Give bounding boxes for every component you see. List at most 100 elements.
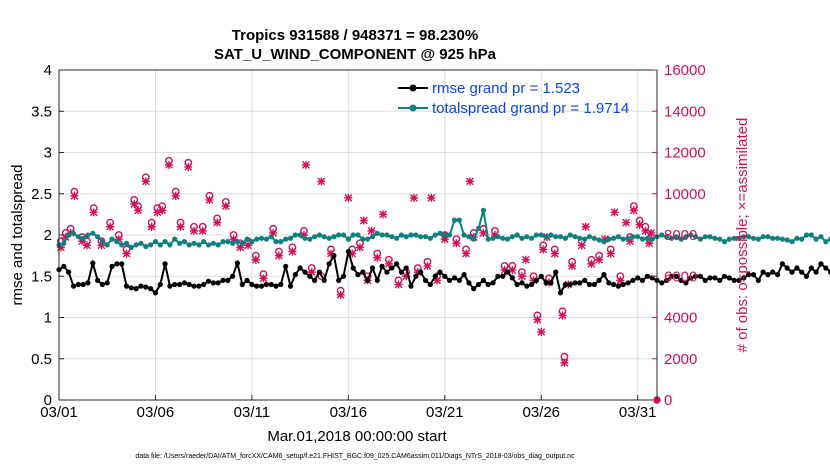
totalspread-point [543,234,549,240]
totalspread-point [408,232,414,238]
totalspread-point [596,237,602,243]
totalspread-point [61,240,67,246]
rmse-point [191,283,197,289]
rmse-point [326,261,332,267]
obs-assimilated-point [367,226,376,235]
rmse-point [138,283,144,289]
rmse-point [95,277,101,283]
totalspread-point [244,236,250,242]
rmse-point [181,280,187,286]
x-axis-label: Mar.01,2018 00:00:00 start [267,428,447,445]
rmse-point [818,261,824,267]
totalspread-point [196,242,202,248]
y-right-tick-label: 0 [664,392,672,409]
rmse-point [524,283,530,289]
totalspread-point [263,236,269,242]
rmse-point [273,283,279,289]
totalspread-point [620,236,626,242]
rmse-point [99,281,105,288]
totalspread-point [379,232,385,238]
totalspread-point [678,236,684,242]
rmse-point [148,286,154,292]
totalspread-point [201,239,207,245]
rmse-point [625,280,631,286]
totalspread-point [717,236,723,242]
obs-assimilated-point [433,276,442,285]
totalspread-point [524,234,530,240]
totalspread-point [70,230,77,236]
totalspread-point [66,232,72,238]
totalspread-point [157,242,163,248]
totalspread-point [741,234,747,240]
rmse-point [702,277,708,283]
totalspread-point [606,236,612,242]
totalspread-point [553,234,559,240]
rmse-point [287,283,294,289]
totalspread-point [210,240,216,246]
totalspread-point [538,232,544,238]
totalspread-point [673,234,679,240]
rmse-point [283,263,289,269]
rmse-point [340,273,347,279]
totalspread-point [456,217,462,223]
rmse-point [808,265,814,271]
obs-assimilated-point [500,266,509,275]
totalspread-point [80,235,86,241]
totalspread-point [355,232,361,238]
obs-assimilated-point [600,235,609,244]
totalspread-point [611,235,617,241]
totalspread-point [403,234,409,240]
totalspread-point [143,243,149,250]
x-tick-label: 03/26 [522,404,560,421]
x-tick-label: 03/06 [137,404,175,421]
obs-assimilated-point [171,191,180,200]
obs-assimilated-point [427,193,436,202]
totalspread-point [336,232,342,238]
totalspread-point [205,242,212,248]
totalspread-point [485,236,491,242]
rmse-point [451,275,458,281]
obs-assimilated-point [251,255,260,264]
totalspread-point [302,235,308,241]
totalspread-point [326,235,332,241]
totalspread-point [480,207,486,213]
obs-assimilated-point [344,193,353,202]
rmse-point [688,275,694,281]
obs-assimilated-point [213,218,222,227]
rmse-point [365,277,371,283]
totalspread-point [625,235,631,241]
rmse-point [533,277,540,283]
rmse-point [307,273,313,279]
y-left-tick-label: 3.5 [31,103,52,120]
obs-assimilated-point [394,280,403,289]
obs-assimilated-point [440,235,449,244]
obs-assimilated-point [521,255,530,264]
obs-assimilated-point [537,327,546,336]
x-tick-label: 03/11 [234,404,270,421]
obs-assimilated-point [269,228,278,237]
rmse-point [789,269,795,275]
totalspread-point [307,236,313,242]
legend: rmse grand pr = 1.523 totalspread grand … [398,80,629,117]
rmse-point [562,281,569,288]
y-axis-right-ticks: 0 2000 4000 6000 8000 10000 12000 14000 16000 [652,62,706,409]
totalspread-point [230,240,236,246]
rmse-point [258,283,265,289]
obs-assimilated-point [259,274,268,283]
totalspread-point [374,230,380,236]
obs-assimilated-point [625,237,634,246]
rmse-point [760,269,766,275]
y-left-tick-label: 0.5 [31,351,52,368]
rmse-point [461,272,467,278]
totalspread-point [220,239,226,245]
obs-assimilated-point [190,226,199,235]
rmse-point [186,281,192,288]
totalspread-point [152,239,159,245]
rmse-point [152,290,159,296]
totalspread-point [765,234,771,240]
obs-assimilated-point [317,177,326,186]
rmse-point [770,269,776,275]
totalspread-point [278,239,284,245]
obs-assimilated-point [114,235,123,244]
